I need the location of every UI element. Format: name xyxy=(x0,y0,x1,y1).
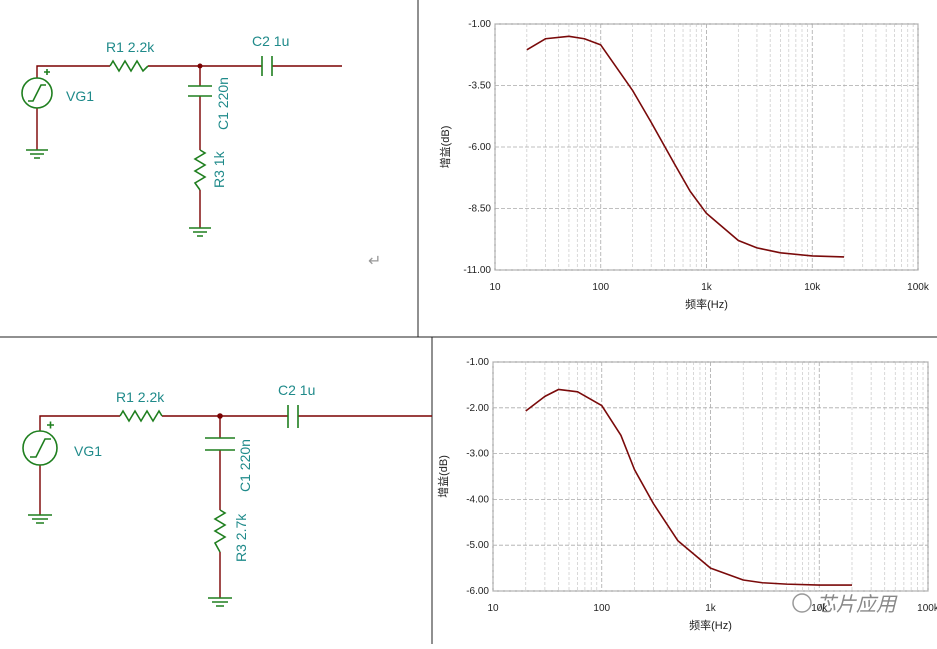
circuit-top: R1 2.2k C2 1u VG1 C1 220n R3 1k ↵ xyxy=(21,33,381,270)
y-axis-label: 增益(dB) xyxy=(438,126,452,169)
resistor xyxy=(213,509,227,553)
watermark-icon xyxy=(792,593,812,613)
y-tick-label: -3.50 xyxy=(468,81,491,92)
y-tick-label: -2.00 xyxy=(466,403,489,414)
x-tick-label: 10 xyxy=(487,603,499,614)
x-tick-label: 100k xyxy=(907,282,930,293)
y-axis-label: 增益(dB) xyxy=(436,455,450,498)
ground xyxy=(28,514,232,607)
label: VG1 xyxy=(74,443,102,459)
x-tick-label: 100k xyxy=(917,603,937,614)
watermark: 芯片应用 xyxy=(792,593,898,616)
y-tick-label: -11.00 xyxy=(463,265,491,276)
x-tick-label: 1k xyxy=(701,282,713,293)
node xyxy=(197,63,203,69)
label: R3 2.7k xyxy=(233,513,249,562)
y-tick-label: -1.00 xyxy=(466,357,489,368)
circuit-bottom: R1 2.2k C2 1u VG1 C1 220n R3 2.7k xyxy=(22,382,432,607)
x-tick-label: 1k xyxy=(705,603,717,614)
x-tick-label: 100 xyxy=(593,603,610,614)
x-axis-label: 频率(Hz) xyxy=(685,297,728,311)
resistor xyxy=(109,59,149,73)
watermark-text: 芯片应用 xyxy=(816,594,898,616)
plus xyxy=(44,69,50,75)
node xyxy=(217,413,223,419)
label: C1 220n xyxy=(215,77,231,130)
source xyxy=(22,430,58,466)
capacitor xyxy=(188,85,212,97)
y-tick-label: -8.50 xyxy=(468,204,491,215)
label: VG1 xyxy=(66,88,94,104)
label: C2 1u xyxy=(278,382,315,398)
series-line xyxy=(526,35,845,258)
label: C2 1u xyxy=(252,33,289,49)
x-tick-label: 10k xyxy=(811,603,828,614)
capacitor xyxy=(205,437,235,451)
label: R3 1k xyxy=(211,150,227,188)
chart: 10 100 1k 10k 100k -1.00 -3.50 -6.00 -8.50 -11.00… xyxy=(438,19,930,311)
resistor xyxy=(119,409,163,423)
wires xyxy=(39,415,432,598)
capacitor xyxy=(287,405,299,428)
return-mark: ↵ xyxy=(368,253,381,270)
label: R1 2.2k xyxy=(106,39,155,55)
plus xyxy=(47,421,54,429)
x-tick-label: 10 xyxy=(489,282,501,293)
source-symbol xyxy=(30,438,51,458)
y-tick-label: -4.00 xyxy=(466,494,489,505)
chart: 10 100 1k 10k 100k -1.00 -2.00 -3.00 -4.00 -5.00 -… xyxy=(436,357,937,632)
y-tick-label: -6.00 xyxy=(466,586,489,597)
label: R1 2.2k xyxy=(116,389,165,405)
series-line xyxy=(525,388,852,586)
y-tick-label: -3.00 xyxy=(466,449,489,460)
x-tick-label: 10k xyxy=(804,282,821,293)
y-tick-label: -6.00 xyxy=(468,142,491,153)
resistor xyxy=(193,149,207,191)
capacitor xyxy=(261,56,273,76)
y-tick-label: -1.00 xyxy=(468,19,491,30)
wires xyxy=(36,65,342,228)
source-symbol xyxy=(28,84,46,102)
x-axis-label: 频率(Hz) xyxy=(689,618,732,632)
label: C1 220n xyxy=(237,439,253,492)
ground xyxy=(26,149,211,237)
source xyxy=(21,77,53,109)
x-tick-label: 100 xyxy=(592,282,609,293)
y-tick-label: -5.00 xyxy=(466,540,489,551)
